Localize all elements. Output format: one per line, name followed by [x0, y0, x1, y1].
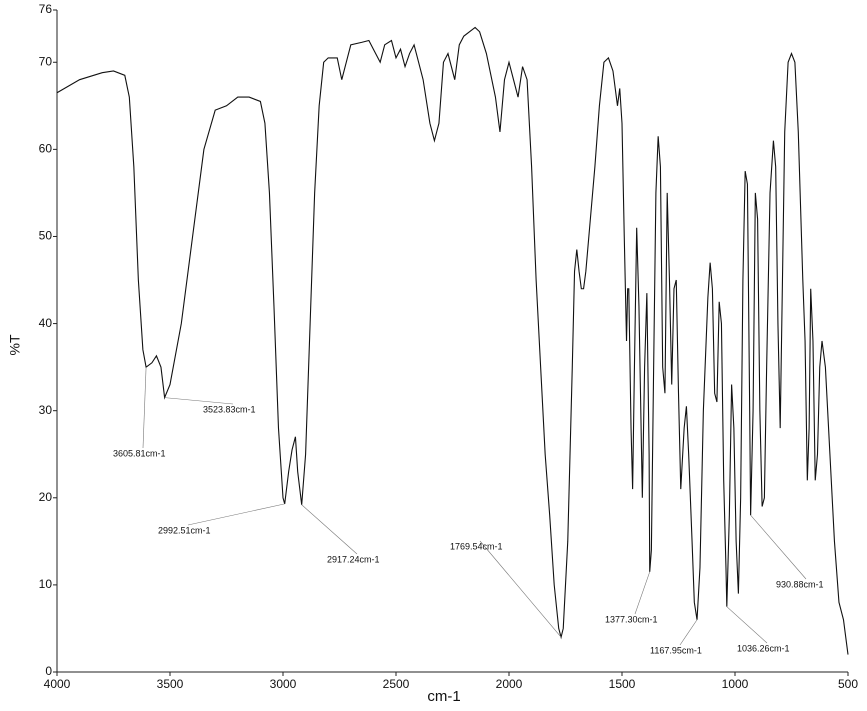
y-tick-label: 76	[39, 2, 53, 16]
y-tick-label: 50	[39, 229, 53, 243]
x-tick-label: 3500	[157, 677, 184, 691]
y-tick-label: 40	[39, 316, 53, 330]
annotation-label: 1167.95cm-1	[650, 645, 702, 655]
annotation-leader	[750, 515, 807, 580]
x-tick-label: 3000	[270, 677, 297, 691]
annotation-leader	[142, 367, 147, 449]
annotation-leader	[164, 397, 234, 405]
y-tick-label: 0	[45, 664, 52, 678]
annotation-label: 2992.51cm-1	[158, 525, 211, 535]
x-tick-label: 2500	[383, 677, 410, 691]
y-tick-label: 20	[39, 490, 53, 504]
annotation-label: 2917.24cm-1	[327, 554, 380, 564]
x-tick-label: 1500	[609, 677, 636, 691]
x-tick-label: 2000	[496, 677, 523, 691]
annotation-leader	[679, 619, 698, 646]
annotation-label: 1769.54cm-1	[450, 541, 503, 551]
y-axis-label: %T	[7, 334, 23, 355]
spectrum-line	[56, 26, 849, 655]
x-axis-label: cm-1	[427, 688, 460, 705]
x-tick-label: 4000	[44, 677, 71, 691]
annotation-leader	[187, 503, 285, 526]
x-tick-label: 500	[838, 677, 858, 691]
annotation-label: 1377.30cm-1	[605, 614, 658, 624]
annotation-label: 1036.26cm-1	[737, 643, 790, 653]
x-tick-label: 1000	[722, 677, 749, 691]
annotation-leader	[479, 540, 562, 638]
annotation-label: 3523.83cm-1	[203, 404, 256, 414]
y-tick-label: 30	[39, 403, 53, 417]
annotation-label: 3605.81cm-1	[113, 448, 166, 458]
y-tick-label: 10	[39, 577, 53, 591]
annotation-leader	[301, 504, 358, 555]
annotation-label: 930.88cm-1	[776, 579, 824, 589]
annotation-leader	[726, 606, 768, 644]
y-tick-label: 60	[39, 142, 53, 156]
annotation-leader	[634, 571, 651, 615]
y-tick-label: 70	[39, 54, 53, 68]
